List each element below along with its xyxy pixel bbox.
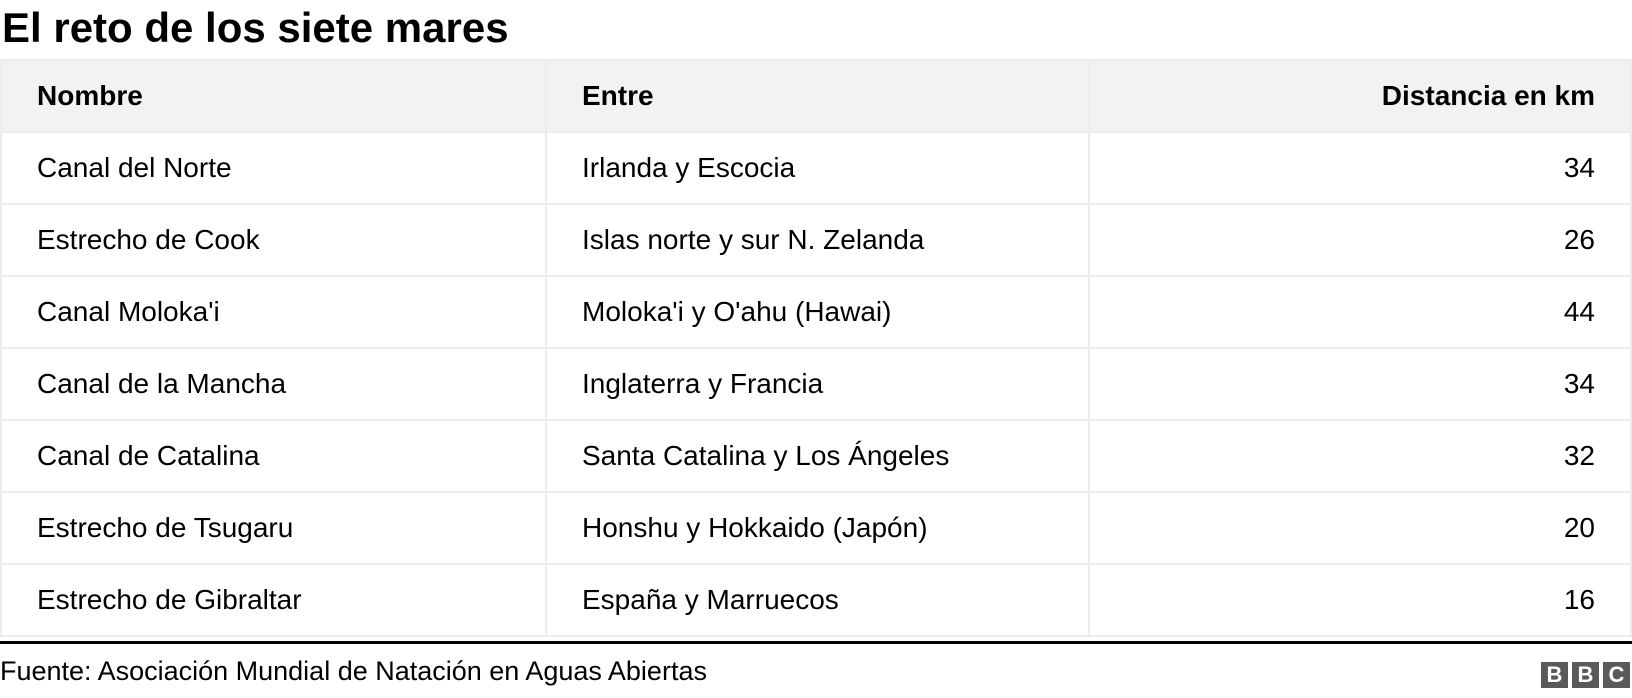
cell-distancia: 34 [1088, 347, 1632, 421]
table-row: Estrecho de Tsugaru Honshu y Hokkaido (Ja… [0, 491, 1632, 565]
column-header-nombre: Nombre [0, 59, 547, 133]
cell-nombre: Canal de la Mancha [0, 347, 547, 421]
bbc-logo-letter: C [1603, 662, 1630, 688]
table-row: Canal de Catalina Santa Catalina y Los Án… [0, 419, 1632, 493]
column-header-distancia: Distancia en km [1088, 59, 1632, 133]
cell-distancia: 32 [1088, 419, 1632, 493]
column-header-entre: Entre [545, 59, 1090, 133]
chart-title: El reto de los siete mares [2, 4, 509, 51]
header-row: Nombre Entre Distancia en km [0, 59, 1632, 133]
cell-nombre: Estrecho de Cook [0, 203, 547, 277]
cell-nombre: Estrecho de Gibraltar [0, 563, 547, 637]
table-row: Canal de la Mancha Inglaterra y Francia 34 [0, 347, 1632, 421]
cell-entre: Santa Catalina y Los Ángeles [545, 419, 1090, 493]
cell-distancia: 44 [1088, 275, 1632, 349]
table-row: Estrecho de Gibraltar España y Marruecos 1… [0, 563, 1632, 637]
cell-entre: Inglaterra y Francia [545, 347, 1090, 421]
source-note: Fuente: Asociación Mundial de Natación e… [0, 656, 707, 686]
cell-nombre: Canal Moloka'i [0, 275, 547, 349]
bbc-logo-letter: B [1572, 662, 1599, 688]
data-table: Nombre Entre Distancia en km Canal del N… [0, 59, 1632, 637]
cell-nombre: Canal del Norte [0, 131, 547, 205]
cell-entre: Irlanda y Escocia [545, 131, 1090, 205]
cell-entre: España y Marruecos [545, 563, 1090, 637]
cell-entre: Honshu y Hokkaido (Japón) [545, 491, 1090, 565]
cell-entre: Moloka'i y O'ahu (Hawai) [545, 275, 1090, 349]
table-row: Canal Moloka'i Moloka'i y O'ahu (Hawai) 44 [0, 275, 1632, 349]
cell-nombre: Canal de Catalina [0, 419, 547, 493]
bbc-logo-letter: B [1541, 662, 1568, 688]
cell-distancia: 26 [1088, 203, 1632, 277]
cell-distancia: 34 [1088, 131, 1632, 205]
table-row: Estrecho de Cook Islas norte y sur N. Zel… [0, 203, 1632, 277]
cell-entre: Islas norte y sur N. Zelanda [545, 203, 1090, 277]
cell-distancia: 20 [1088, 491, 1632, 565]
cell-nombre: Estrecho de Tsugaru [0, 491, 547, 565]
footer-divider [0, 641, 1632, 644]
cell-distancia: 16 [1088, 563, 1632, 637]
table-row: Canal del Norte Irlanda y Escocia 34 [0, 131, 1632, 205]
